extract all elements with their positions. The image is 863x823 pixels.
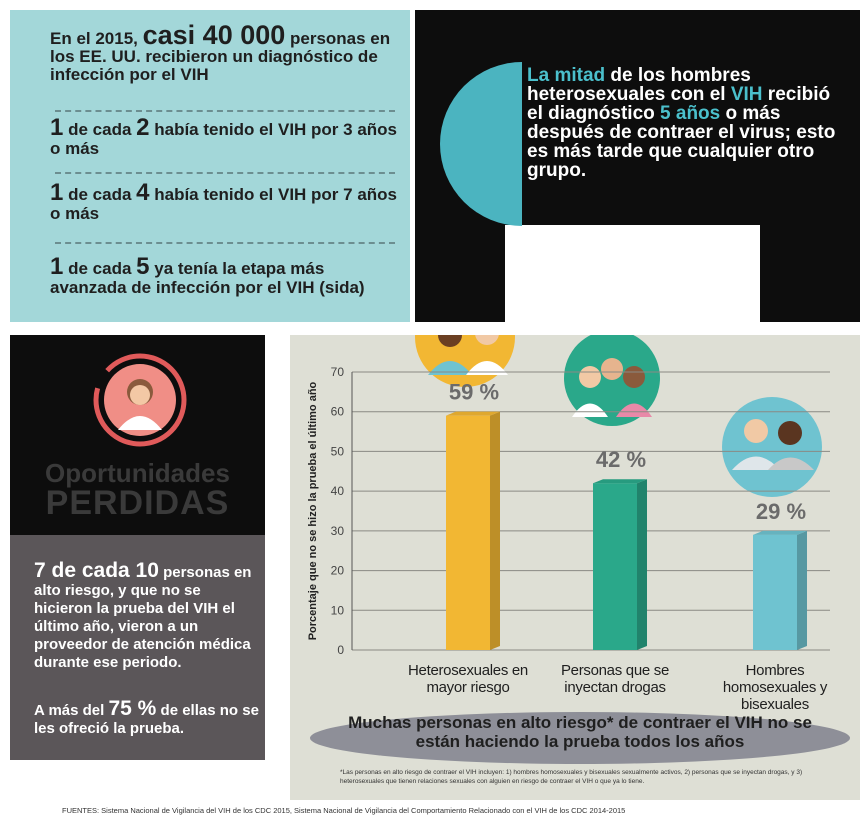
y-tick-label: 50	[331, 444, 345, 458]
y-tick-label: 20	[331, 564, 345, 578]
y-axis-label: Porcentaje que no se hizo la prueba el ú…	[307, 381, 319, 640]
separator	[55, 172, 395, 174]
stat-num: 1	[50, 253, 63, 280]
bar	[753, 535, 797, 650]
highlight: VIH	[731, 84, 763, 105]
y-tick-label: 60	[331, 405, 345, 419]
intro: En el 2015, casi 40 000 personas en los …	[50, 26, 400, 84]
icon-head	[744, 419, 768, 443]
dark-panel	[760, 225, 860, 322]
missed-title: PERDIDAS	[10, 484, 265, 523]
icon-head	[623, 366, 645, 388]
stat-num: 1	[50, 179, 63, 206]
highlight: La mitad	[527, 65, 605, 86]
icon-head	[579, 366, 601, 388]
bar	[446, 416, 490, 650]
stat: 1 de cada 2 había tenido el VIH por 3 añ…	[50, 118, 400, 158]
banner: Muchas personas en alto riesgo* de contr…	[330, 713, 830, 751]
y-tick-label: 40	[331, 484, 345, 498]
stat-text: de cada	[68, 185, 131, 204]
bar-side	[797, 531, 807, 650]
intro-count: casi 40 000	[143, 20, 286, 50]
icon-head	[778, 421, 802, 445]
value-label: 29 %	[756, 499, 806, 524]
bar-side	[637, 479, 647, 650]
doctor-icon	[90, 350, 190, 450]
page: {"left_panel": { "intro": {"year": "En e…	[0, 0, 863, 823]
y-tick-label: 10	[331, 603, 345, 617]
x-tick-label: Heterosexuales en mayor riesgo	[393, 662, 543, 696]
sources: FUENTES: Sistema Nacional de Vigilancia …	[62, 806, 822, 815]
stat-num: 2	[136, 114, 149, 141]
footnote: *Las personas en alto riesgo de contraer…	[340, 768, 820, 786]
dark-panel	[415, 225, 505, 322]
stat-text: de cada	[68, 259, 131, 278]
icon-face	[130, 385, 150, 405]
separator	[55, 242, 395, 244]
value-label: 59 %	[449, 380, 499, 405]
bar-side	[490, 412, 500, 650]
y-tick-label: 70	[331, 365, 345, 379]
stat: 1 de cada 5 ya tenía la etapa más avanza…	[50, 257, 400, 297]
missed-stat: 7 de cada 10 personas en alto riesgo, y …	[34, 562, 259, 672]
x-tick-label: Hombres homosexuales y bisexuales	[700, 662, 850, 713]
text: A más del	[34, 702, 104, 719]
missed-stat: A más del 75 % de ellas no se les ofreci…	[34, 700, 259, 738]
y-tick-label: 0	[337, 643, 344, 657]
y-tick-label: 30	[331, 524, 345, 538]
highlight: 75 %	[108, 697, 156, 720]
stat-text: de cada	[68, 120, 131, 139]
intro-year: En el 2015,	[50, 29, 138, 48]
stat-num: 4	[136, 179, 149, 206]
group-icon	[564, 335, 660, 426]
x-tick-label: Personas que se inyectan drogas	[540, 662, 690, 696]
stat-num: 1	[50, 114, 63, 141]
value-label: 42 %	[596, 447, 646, 472]
highlight: 7 de cada 10	[34, 559, 159, 582]
icon-head	[601, 358, 623, 380]
stat: 1 de cada 4 había tenido el VIH por 7 añ…	[50, 183, 400, 223]
stat-num: 5	[136, 253, 149, 280]
separator	[55, 110, 395, 112]
highlight: 5 años	[660, 103, 720, 124]
heterosexual-fact: La mitad de los hombres heterosexuales c…	[527, 66, 847, 180]
bar	[593, 483, 637, 650]
